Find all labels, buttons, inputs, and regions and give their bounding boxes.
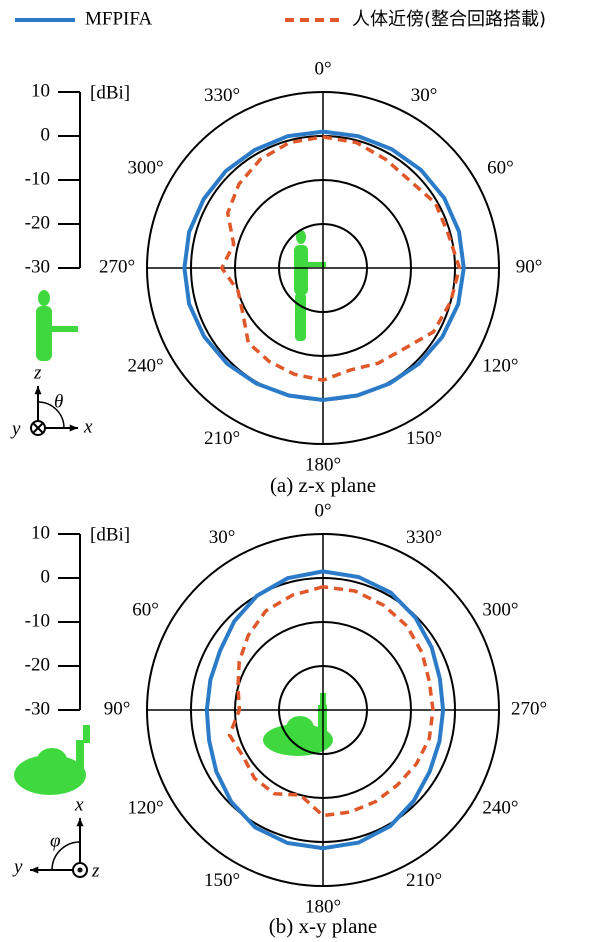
caption: (a) z-x plane [270,473,376,497]
arrow-head [34,386,41,394]
scale-unit: [dBi] [90,524,130,545]
scale-label: -10 [25,168,50,189]
angle-label: 150° [204,870,240,891]
angle-label: 0° [314,58,331,79]
angle-label: 30° [209,527,236,548]
angle-label: 330° [204,85,240,106]
coord-label: φ [50,830,61,851]
angle-label: 300° [127,157,163,178]
angle-label: 300° [482,599,518,620]
angle-label: 120° [482,355,518,376]
legend-label: MFPIFA [85,8,153,29]
coord-label: z [91,860,100,881]
angle-label: 210° [406,870,442,891]
angle-label: 60° [132,599,159,620]
coord-label: y [12,856,23,877]
scale-label: -30 [25,256,50,277]
angle-label: 270° [511,698,547,719]
angle-label: 240° [482,797,518,818]
axis-out-dot [78,868,83,873]
coord-label: x [74,794,84,815]
angle-label: 90° [516,256,543,277]
angle-label: 30° [411,85,438,106]
angle-label: 240° [127,355,163,376]
scale-label: 10 [31,80,50,101]
arrow-head [70,424,78,431]
caption: (b) x-y plane [269,914,377,938]
scale-label: 10 [31,522,50,543]
angle-label: 330° [406,527,442,548]
scale-label: 0 [41,566,51,587]
arrow-head [30,866,38,873]
legend-label: 人体近傍(整合回路搭載) [352,9,546,30]
coord-label: z [33,362,42,383]
angle-label: 150° [406,428,442,449]
arrow-head [76,818,83,826]
angle-label: 270° [99,256,135,277]
angle-label: 90° [104,698,131,719]
scale-label: -20 [25,654,50,675]
scale-label: -10 [25,610,50,631]
scale-unit: [dBi] [90,82,130,103]
coord-label: y [10,418,21,439]
angle-label: 210° [204,428,240,449]
angle-label: 120° [127,797,163,818]
angle-label: 60° [487,157,514,178]
figure: MFPIFA 人体近傍(整合回路搭載) 0° 30° 60° 90° 120° 150° 1… [0,0,615,942]
scale-label: 0 [41,124,51,145]
coord-label: x [83,416,93,437]
coord-label: θ [54,391,63,412]
scale-label: -20 [25,212,50,233]
scale-label: -30 [25,698,50,719]
angle-label: 0° [314,500,331,521]
series-line [230,587,434,816]
